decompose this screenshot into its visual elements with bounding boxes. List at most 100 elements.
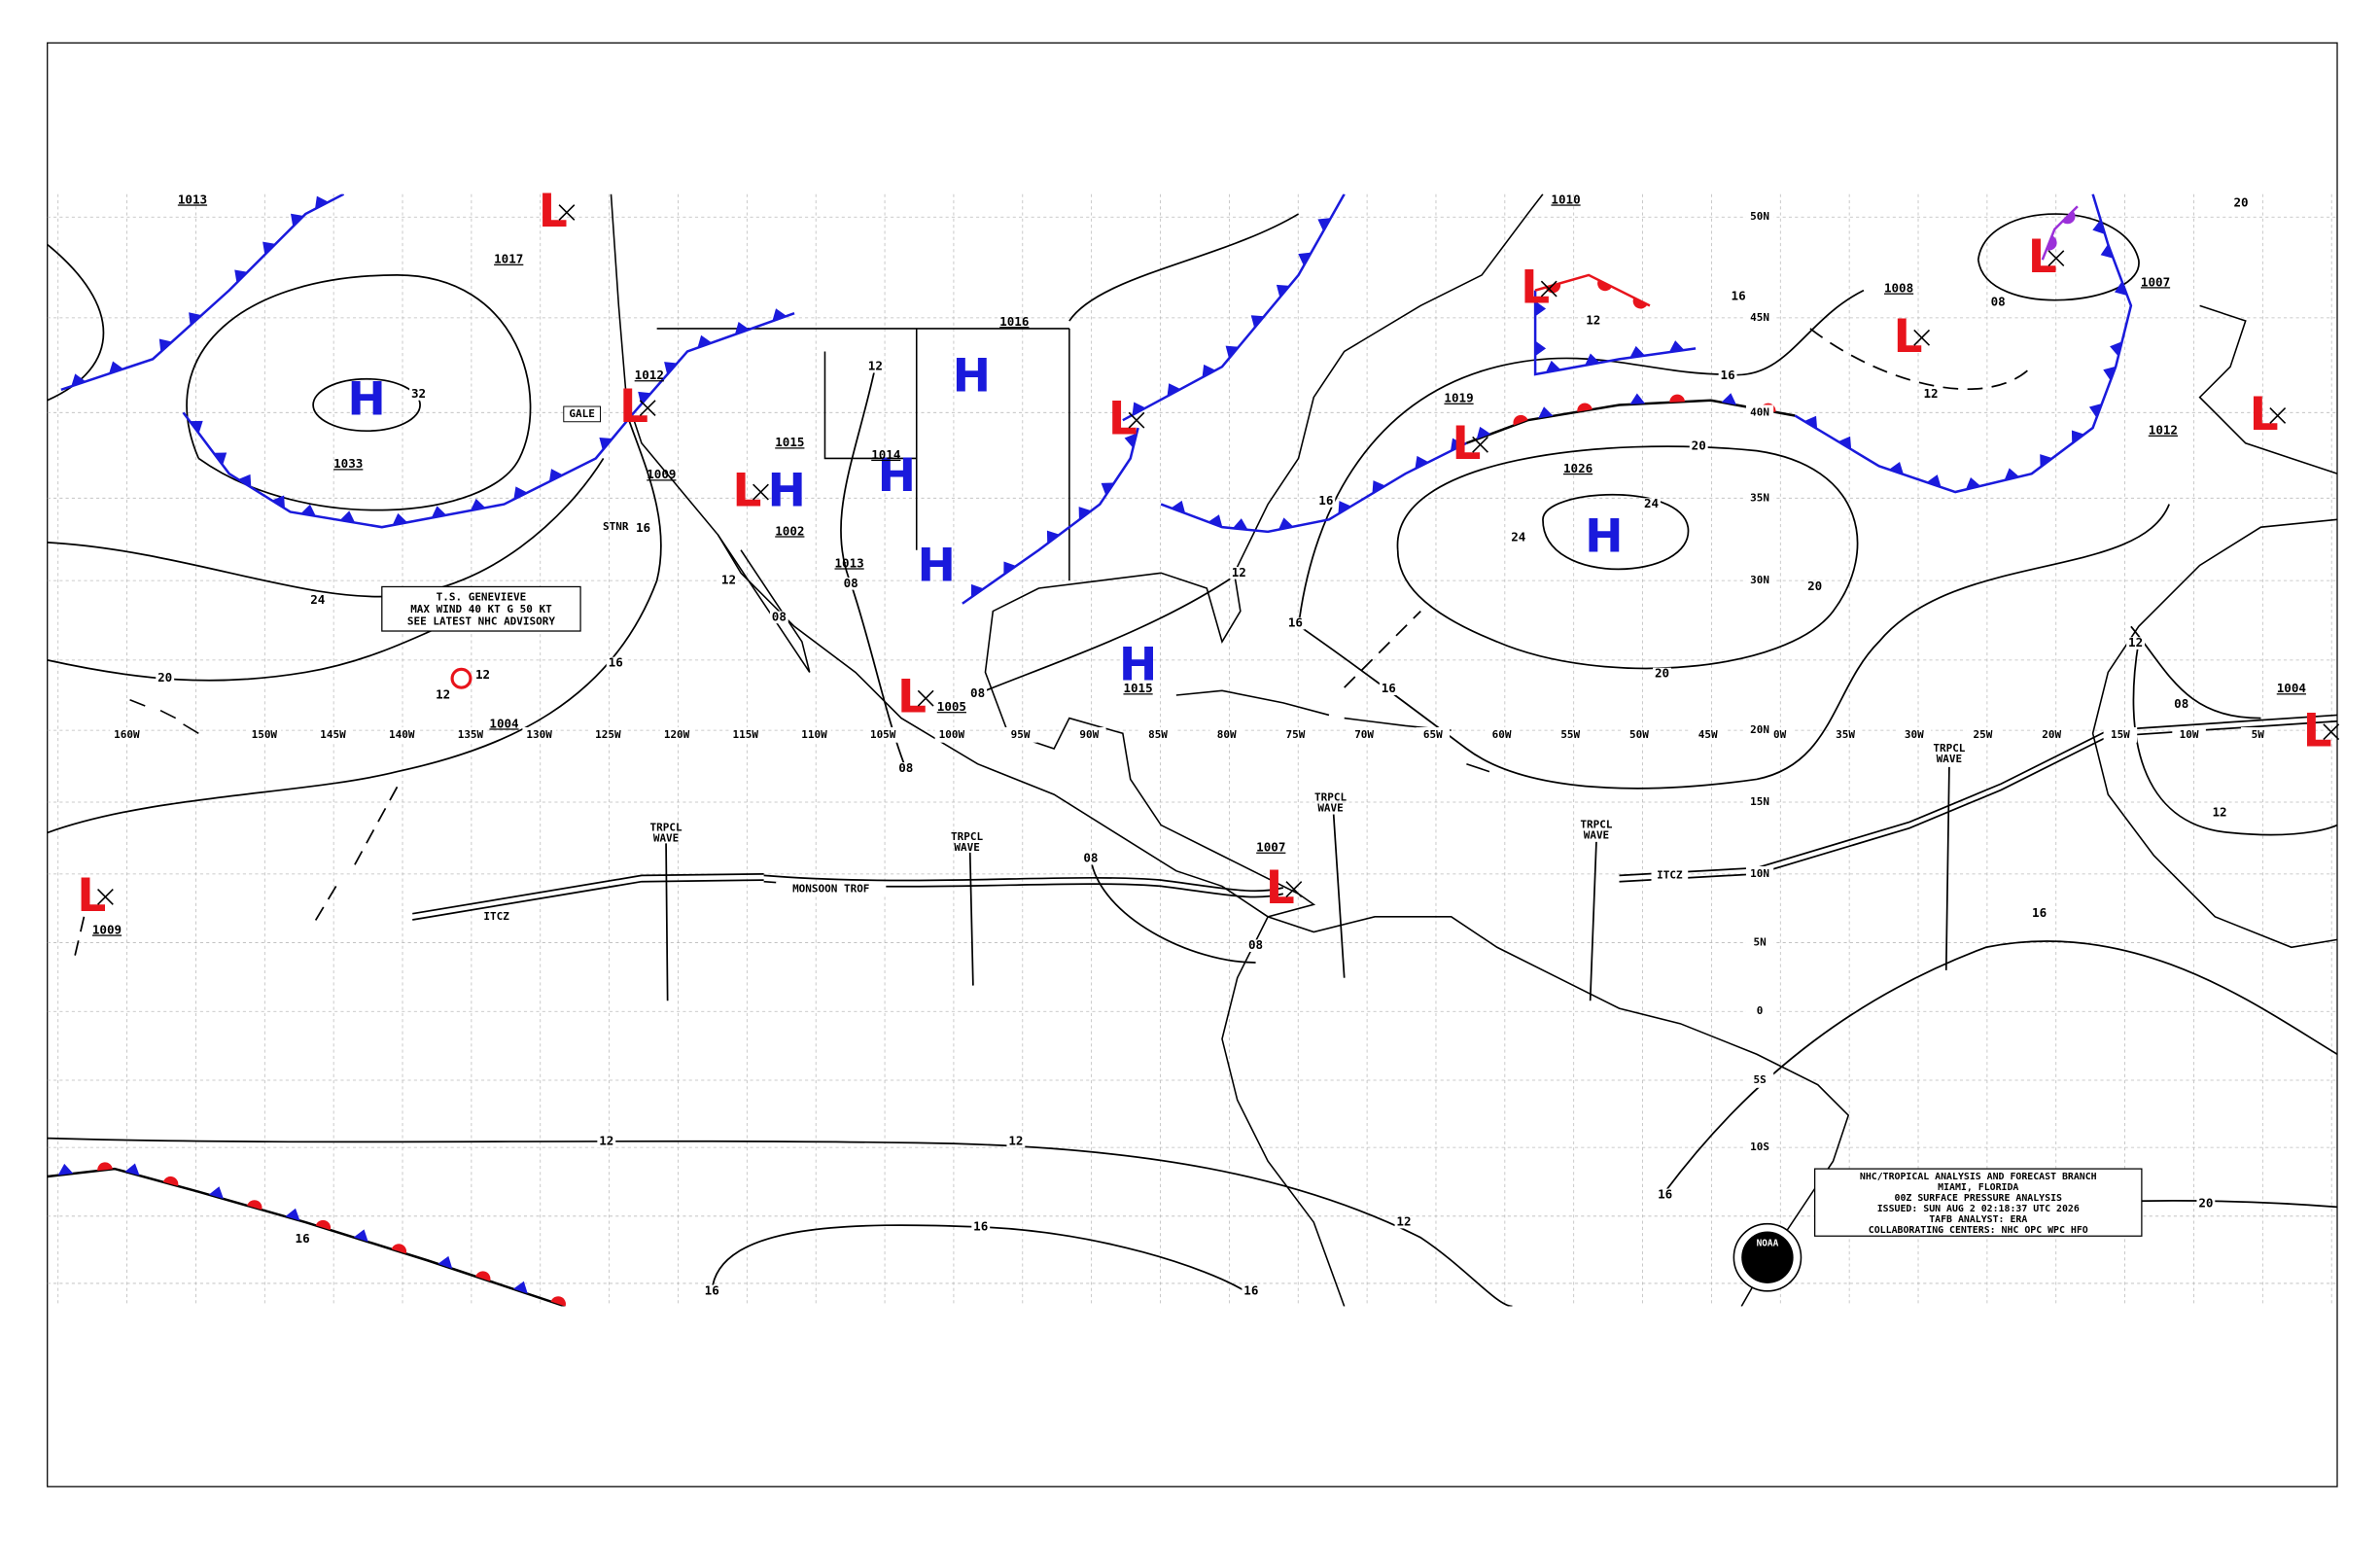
isobar-label: 12 xyxy=(868,359,883,373)
front-pip xyxy=(697,334,713,348)
latitude-label: 15N xyxy=(1750,795,1769,808)
isobar-label: 24 xyxy=(1511,530,1525,544)
longitude-label: 10W xyxy=(2180,728,2199,741)
front-pip xyxy=(2046,235,2057,251)
front-pip xyxy=(1889,461,1904,474)
isobar-label: 16 xyxy=(609,655,623,670)
front-pip xyxy=(353,1229,368,1243)
pressure-value: 1002 xyxy=(775,523,804,538)
tropical-wave-label: WAVE xyxy=(1317,801,1343,814)
isobar-label: 08 xyxy=(1248,937,1263,952)
front-pip xyxy=(271,495,285,509)
latitude-label: 20N xyxy=(1750,723,1769,736)
longitude-label-bg xyxy=(384,727,419,743)
pressure-center: L xyxy=(1893,310,1922,364)
longitude-label: 95W xyxy=(1011,728,1031,741)
front-stationary xyxy=(47,1167,566,1307)
longitude-label-bg xyxy=(2034,727,2069,743)
latitude-label: 5N xyxy=(1753,936,1766,949)
front-pip xyxy=(124,1163,140,1176)
front-pip xyxy=(1171,500,1186,513)
tropical-wave-label: WAVE xyxy=(954,841,979,854)
latitude-label-bg xyxy=(1745,865,1774,882)
front-pip xyxy=(238,474,252,488)
pressure-value: 1007 xyxy=(2141,274,2170,289)
longitude-label: 45W xyxy=(1698,728,1718,741)
longitude-label-bg xyxy=(1416,727,1451,743)
longitude-label-bg xyxy=(316,727,350,743)
isobar-label: 20 xyxy=(1655,666,1669,681)
isobar-label-bg xyxy=(1316,495,1336,508)
front-pip xyxy=(291,213,304,228)
front-pip xyxy=(1585,353,1600,366)
front-pip xyxy=(247,1200,262,1211)
isobar xyxy=(1396,445,1859,670)
low-center-x xyxy=(2269,407,2287,424)
latitude-label: 5S xyxy=(1753,1073,1766,1086)
isobar-label-bg xyxy=(1509,531,1528,544)
isobar xyxy=(1297,289,1865,627)
longitude-label-bg xyxy=(1553,727,1588,743)
longitude-label: 90W xyxy=(1079,728,1099,741)
front-pip xyxy=(392,512,408,526)
isobar-label-bg xyxy=(841,578,860,590)
pressure-value: 1017 xyxy=(494,252,523,266)
south-america-coast xyxy=(1221,916,1850,1307)
longitude-label: 115W xyxy=(733,728,759,741)
front-pip xyxy=(1450,438,1464,451)
isobar xyxy=(2132,641,2338,836)
isobar-label: 08 xyxy=(898,760,913,775)
longitude-label-bg xyxy=(1278,727,1312,743)
front-pip xyxy=(315,1219,332,1231)
front-pip xyxy=(1132,402,1146,415)
front-pip xyxy=(664,362,678,375)
latitude-label-bg xyxy=(1745,209,1774,226)
isobar xyxy=(1663,940,2338,1193)
low-center-x xyxy=(1128,411,1145,429)
low-center-x xyxy=(917,689,934,707)
longitude-label-bg xyxy=(1897,727,1932,743)
logo-text: NOAA xyxy=(1757,1239,1779,1249)
pressure-value: 1010 xyxy=(1551,192,1580,206)
isobar-label-bg xyxy=(719,574,738,587)
pressure-center: H xyxy=(953,350,991,404)
longitude-label: 15W xyxy=(2111,728,2130,741)
longitude-label: 35W xyxy=(1836,728,1855,741)
front-pip xyxy=(2062,210,2076,225)
longitude-label: 80W xyxy=(1217,728,1237,741)
front-pip xyxy=(109,361,123,374)
isobar xyxy=(47,412,662,834)
front-pip xyxy=(2100,244,2114,259)
isobar-label-bg xyxy=(769,611,788,624)
front-pip xyxy=(438,1255,453,1269)
isobar xyxy=(186,274,532,511)
isobar-label-bg xyxy=(1246,939,1265,952)
isobar-label: 08 xyxy=(772,609,787,623)
isobar-label-bg xyxy=(1921,388,1941,401)
low-center-x xyxy=(1472,436,1488,453)
front-pip xyxy=(285,1208,300,1221)
isobars xyxy=(47,213,2338,1307)
front-pip xyxy=(1476,426,1491,439)
pressure-value: 1015 xyxy=(775,435,804,449)
isobar-label-bg xyxy=(2196,1197,2216,1211)
isobar xyxy=(1294,504,2170,790)
front-pip xyxy=(1276,284,1290,298)
front-pip xyxy=(512,1281,528,1294)
longitude-label-bg xyxy=(1485,727,1519,743)
pressure-value: 1012 xyxy=(2149,423,2178,438)
front-pip xyxy=(1167,383,1181,397)
front-pip xyxy=(1046,530,1060,544)
front-pip xyxy=(1803,415,1818,430)
isobar-label: 16 xyxy=(1732,288,1746,302)
longitude-label-bg xyxy=(659,727,694,743)
fronts xyxy=(47,193,2133,1307)
monsoon-label-bg xyxy=(776,881,887,895)
longitude-label-bg xyxy=(2172,727,2206,743)
low-center-x xyxy=(2323,723,2340,741)
front-pip xyxy=(1124,433,1138,448)
front-pip xyxy=(300,504,316,516)
itcz-label: ITCZ xyxy=(1657,868,1683,881)
isobar-label: 16 xyxy=(1382,681,1396,695)
latitude-label: 30N xyxy=(1750,574,1769,586)
